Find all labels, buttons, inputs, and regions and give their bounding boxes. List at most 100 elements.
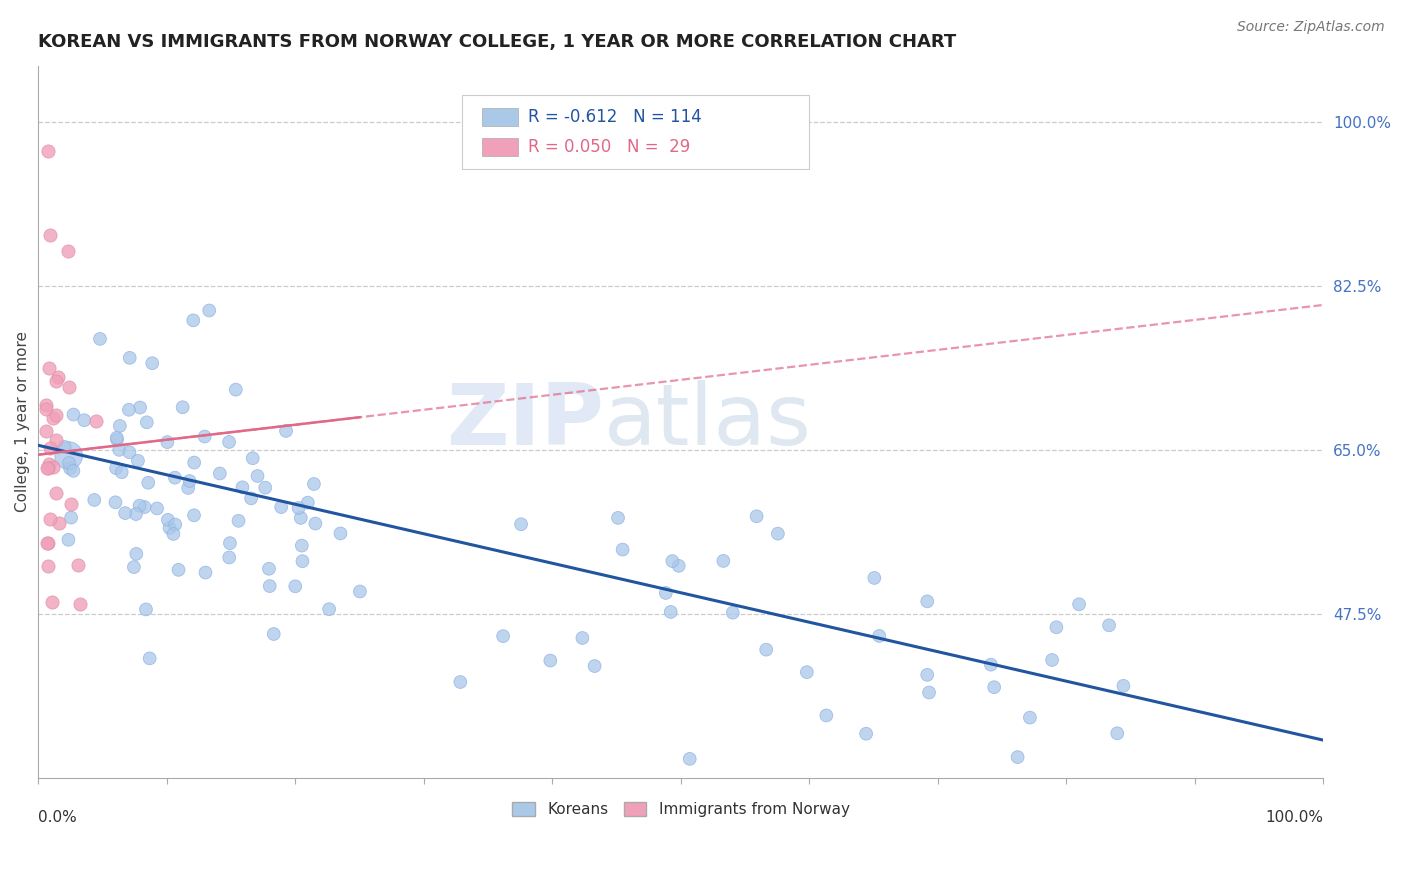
Point	[39, 441, 62, 455]
Text: 100.0%: 100.0%	[1265, 810, 1323, 824]
Point	[254, 481, 277, 495]
Point	[73, 413, 96, 427]
Y-axis label: College, 1 year or more: College, 1 year or more	[15, 332, 30, 512]
Point	[127, 454, 149, 468]
Point	[304, 516, 326, 531]
Point	[855, 727, 877, 741]
Point	[159, 521, 181, 535]
Point	[122, 560, 145, 574]
Point	[766, 526, 789, 541]
Point	[1019, 711, 1042, 725]
Point	[668, 558, 690, 573]
Point	[135, 415, 157, 429]
Point	[62, 408, 84, 422]
Point	[612, 542, 634, 557]
Point	[37, 558, 59, 573]
Point	[156, 513, 179, 527]
Point	[679, 752, 702, 766]
Point	[329, 526, 352, 541]
Point	[240, 491, 263, 506]
Point	[146, 501, 169, 516]
Point	[194, 429, 217, 443]
Point	[35, 461, 58, 475]
Point	[318, 602, 340, 616]
Text: Source: ZipAtlas.com: Source: ZipAtlas.com	[1237, 20, 1385, 34]
Point	[111, 465, 134, 479]
Point	[125, 507, 148, 521]
Point	[1067, 597, 1090, 611]
Point	[274, 424, 297, 438]
Point	[177, 481, 200, 495]
Point	[659, 605, 682, 619]
Point	[162, 527, 184, 541]
Point	[284, 579, 307, 593]
Point	[179, 474, 201, 488]
Text: R = -0.612   N = 114: R = -0.612 N = 114	[527, 108, 702, 126]
Point	[257, 562, 280, 576]
Point	[796, 665, 818, 680]
Point	[661, 554, 683, 568]
Point	[136, 475, 159, 490]
Point	[263, 627, 285, 641]
Point	[46, 370, 69, 384]
Point	[108, 418, 131, 433]
Point	[48, 516, 70, 531]
Point	[58, 533, 80, 547]
Point	[571, 631, 593, 645]
Point	[915, 594, 938, 608]
Point	[84, 414, 107, 428]
Point	[37, 536, 59, 550]
Point	[59, 461, 82, 475]
Point	[35, 536, 58, 550]
Point	[1007, 750, 1029, 764]
Point	[59, 497, 82, 511]
Point	[183, 456, 205, 470]
Point	[291, 539, 314, 553]
Point	[105, 461, 128, 475]
Point	[69, 598, 91, 612]
Point	[37, 461, 59, 475]
Point	[129, 401, 152, 415]
Point	[183, 508, 205, 523]
Point	[287, 501, 309, 516]
Point	[60, 510, 83, 524]
Point	[208, 467, 231, 481]
Point	[349, 584, 371, 599]
Point	[128, 499, 150, 513]
Point	[108, 442, 131, 457]
Point	[53, 440, 76, 454]
Point	[138, 651, 160, 665]
Point	[225, 383, 247, 397]
Point	[134, 500, 156, 514]
Point	[918, 685, 941, 699]
Point	[141, 356, 163, 370]
Point	[863, 571, 886, 585]
FancyBboxPatch shape	[463, 95, 810, 169]
Point	[1040, 653, 1063, 667]
Point	[218, 550, 240, 565]
Legend: Koreans, Immigrants from Norway: Koreans, Immigrants from Norway	[506, 796, 856, 823]
Point	[45, 375, 67, 389]
Point	[39, 227, 62, 242]
Text: 0.0%: 0.0%	[38, 810, 77, 824]
Point	[167, 563, 190, 577]
Text: atlas: atlas	[603, 380, 811, 464]
Point	[755, 642, 778, 657]
Point	[163, 471, 186, 485]
Point	[114, 506, 136, 520]
Point	[1107, 726, 1129, 740]
Point	[35, 401, 58, 416]
Point	[58, 380, 80, 394]
Point	[41, 460, 63, 475]
Point	[242, 451, 264, 466]
Point	[125, 547, 148, 561]
Text: KOREAN VS IMMIGRANTS FROM NORWAY COLLEGE, 1 YEAR OR MORE CORRELATION CHART: KOREAN VS IMMIGRANTS FROM NORWAY COLLEGE…	[38, 33, 956, 51]
Point	[228, 514, 250, 528]
Point	[38, 361, 60, 376]
Point	[194, 566, 217, 580]
Point	[83, 492, 105, 507]
Point	[41, 594, 63, 608]
Point	[449, 675, 471, 690]
Point	[290, 511, 312, 525]
Point	[118, 402, 141, 417]
